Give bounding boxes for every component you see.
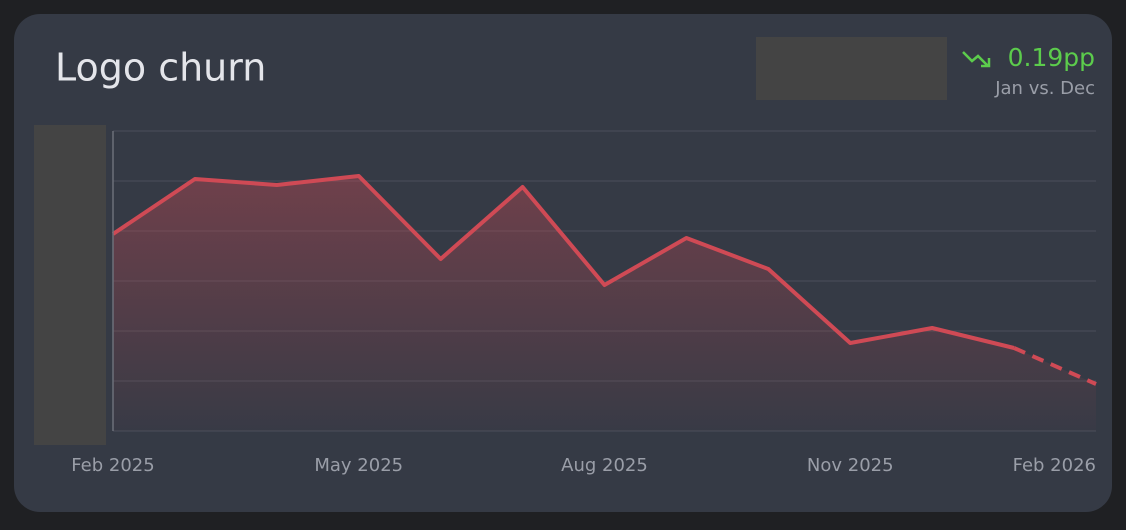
delta-value: 0.19pp bbox=[1008, 43, 1095, 72]
x-tick-label: May 2025 bbox=[314, 455, 403, 476]
x-tick-label: Feb 2025 bbox=[71, 455, 154, 476]
trend-down-icon bbox=[962, 51, 991, 68]
delta-caption: Jan vs. Dec bbox=[994, 78, 1095, 99]
projected-line bbox=[1013, 346, 1097, 386]
area-fill bbox=[113, 176, 1096, 431]
x-tick-label: Feb 2026 bbox=[1013, 455, 1096, 476]
data-line bbox=[111, 174, 1015, 350]
x-tick-label: Nov 2025 bbox=[807, 455, 894, 476]
plot-area: Feb 2025 May 2025 Aug 2025 Nov 2025 Feb 2026 bbox=[71, 130, 1097, 476]
redacted-box bbox=[34, 125, 106, 445]
chart-title: Logo churn bbox=[55, 46, 266, 90]
x-tick-label: Aug 2025 bbox=[561, 455, 648, 476]
redacted-box bbox=[756, 37, 947, 100]
